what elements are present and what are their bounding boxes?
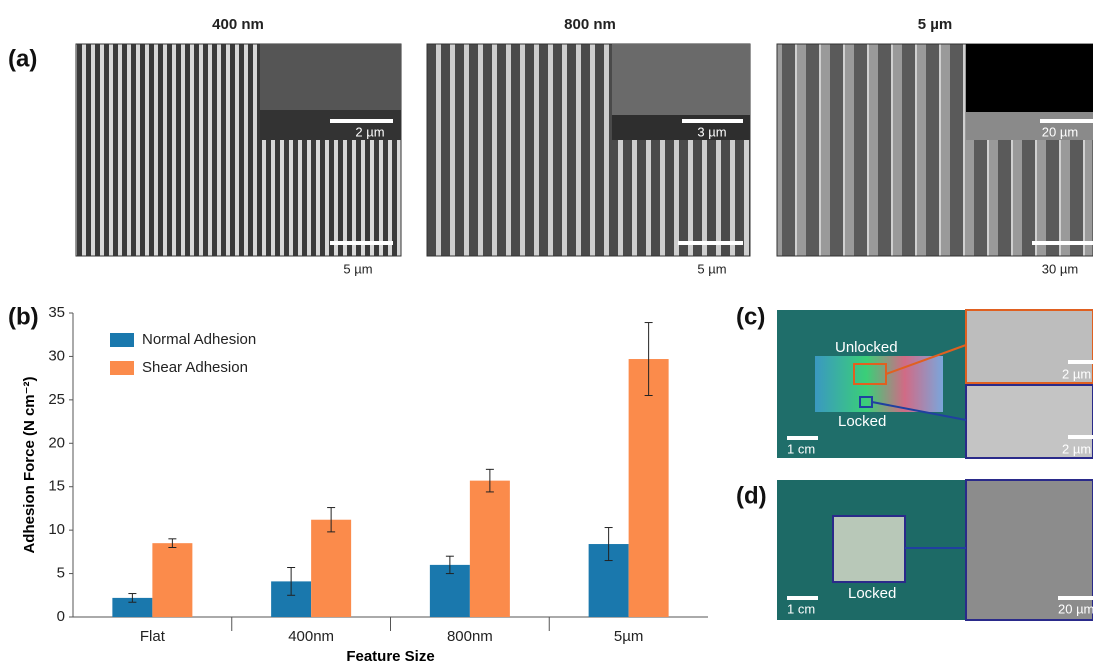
y-tick-label: 10: [48, 521, 65, 538]
scale-label: 2 µm: [1062, 366, 1091, 381]
sem-image: [75, 43, 402, 257]
scale-label: 2 µm: [355, 124, 384, 139]
scale-label: 20 µm: [1058, 601, 1093, 616]
x-axis-label: Feature Size: [346, 648, 434, 665]
legend-swatch: [110, 361, 134, 375]
bar: [469, 480, 510, 617]
y-tick-label: 25: [48, 391, 65, 408]
panel-label: (b): [8, 303, 39, 330]
legend-swatch: [110, 333, 134, 347]
image-title: 400 nm: [212, 16, 264, 33]
panel-label: (c): [736, 303, 765, 330]
photo-label: Unlocked: [835, 339, 898, 356]
panel-label: (d): [736, 482, 767, 509]
image-title: 5 µm: [918, 16, 953, 33]
legend-label: Shear Adhesion: [142, 359, 248, 376]
x-tick-label: Flat: [140, 628, 166, 645]
bar: [152, 543, 193, 617]
y-tick-label: 0: [57, 608, 65, 625]
error-bar: [128, 593, 137, 603]
y-tick-label: 20: [48, 434, 65, 451]
y-tick-label: 30: [48, 347, 65, 364]
y-tick-label: 15: [48, 478, 65, 495]
scale-label: 2 µm: [1062, 441, 1091, 456]
bar: [112, 597, 153, 617]
photo-label: Locked: [838, 413, 886, 430]
photo-label: Locked: [848, 585, 896, 602]
scale-label: 3 µm: [697, 124, 726, 139]
x-tick-label: 5µm: [614, 628, 643, 645]
scale-label: 5 µm: [343, 261, 372, 276]
error-bar: [604, 527, 613, 562]
legend-label: Normal Adhesion: [142, 331, 256, 348]
bar: [628, 359, 669, 617]
y-tick-label: 5: [57, 565, 65, 582]
error-bar: [327, 507, 336, 533]
sem-image: [776, 43, 1093, 257]
error-bar: [168, 538, 177, 549]
y-axis-label: Adhesion Force (N cm⁻²): [21, 376, 38, 553]
error-bar: [485, 468, 494, 493]
x-tick-label: 800nm: [447, 628, 493, 645]
x-tick-label: 400nm: [288, 628, 334, 645]
image-title: 800 nm: [564, 16, 616, 33]
photo: [777, 479, 1093, 621]
scale-label: 30 µm: [1042, 261, 1078, 276]
scale-label: 5 µm: [697, 261, 726, 276]
sem-image: [426, 43, 751, 257]
scale-label: 20 µm: [1042, 124, 1078, 139]
panel-label: (a): [8, 45, 37, 72]
error-bar: [445, 555, 454, 575]
y-tick-label: 35: [48, 304, 65, 321]
scale-label: 1 cm: [787, 601, 815, 616]
scale-label: 1 cm: [787, 441, 815, 456]
photo: [777, 309, 1093, 459]
error-bar: [287, 566, 296, 596]
bar: [311, 519, 352, 617]
error-bar: [644, 322, 653, 397]
